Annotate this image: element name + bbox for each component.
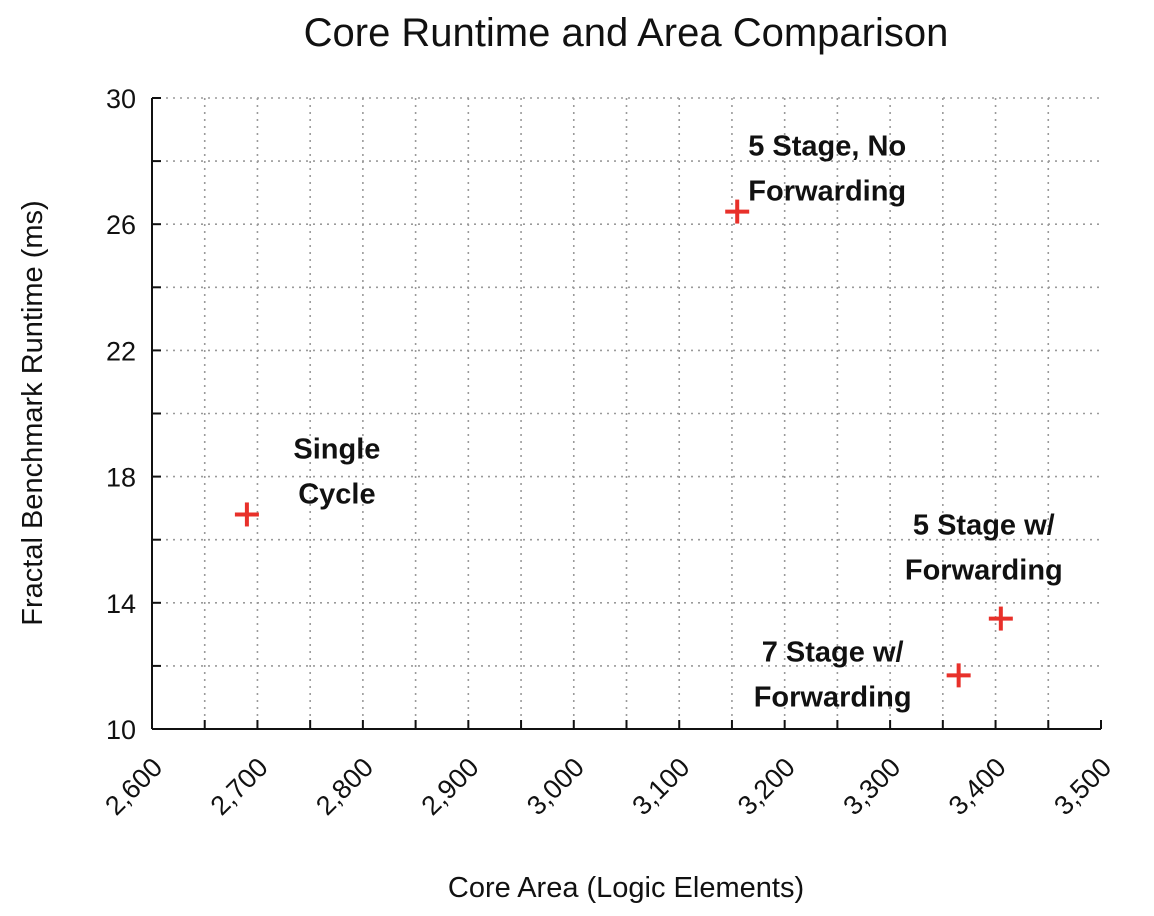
point-label: Single Cycle: [293, 433, 380, 510]
y-tick-label: 30: [106, 84, 136, 114]
point-label: 7 Stage w/Forwarding: [754, 636, 912, 713]
x-tick-label: 3,300: [837, 752, 906, 821]
x-tick-label: 3,200: [732, 752, 801, 821]
x-tick-label: 2,600: [99, 752, 168, 821]
axes: [151, 97, 1102, 730]
grid-lines: [152, 97, 1101, 729]
y-tick-label: 14: [106, 589, 136, 619]
point-label-line: Single: [293, 433, 380, 465]
point-label-line: Forwarding: [905, 555, 1063, 587]
y-tick-label: 22: [106, 336, 136, 366]
x-axis-label: Core Area (Logic Elements): [448, 872, 804, 904]
point-label-line: 5 Stage w/: [913, 510, 1055, 542]
y-tick-label: 18: [106, 463, 136, 493]
point-label-line: Cycle: [298, 478, 375, 510]
point-label-line: Forwarding: [748, 176, 906, 208]
tick-labels: 2,600 2,700 2,800 2,900 3,000 3,100 3,200 3,300…: [99, 84, 1117, 821]
y-tick-label: 10: [106, 715, 136, 745]
x-tick-label: 3,100: [626, 752, 695, 821]
point-label: 5 Stage w/Forwarding: [905, 510, 1063, 587]
point-label-line: 7 Stage w/: [762, 636, 904, 668]
point-label-line: 5 Stage, No: [748, 131, 906, 163]
data-point-marker: [234, 502, 259, 527]
data-point-marker: [946, 663, 971, 688]
point-label-line: Forwarding: [754, 681, 912, 713]
data-point-marker: [725, 199, 750, 224]
x-tick-label: 3,400: [943, 752, 1012, 821]
y-axis-label: Fractal Benchmark Runtime (ms): [17, 200, 49, 625]
y-tick-label: 26: [106, 210, 136, 240]
x-tick-label: 3,000: [521, 752, 590, 821]
x-tick-label: 3,500: [1048, 752, 1117, 821]
point-label: 5 Stage, No Forwarding: [748, 131, 906, 208]
chart-title: Core Runtime and Area Comparison: [304, 11, 949, 55]
data-points: [234, 199, 1013, 688]
x-tick-label: 2,900: [416, 752, 485, 821]
x-tick-label: 2,700: [205, 752, 274, 821]
data-point-marker: [988, 606, 1013, 631]
x-tick-label: 2,800: [310, 752, 379, 821]
